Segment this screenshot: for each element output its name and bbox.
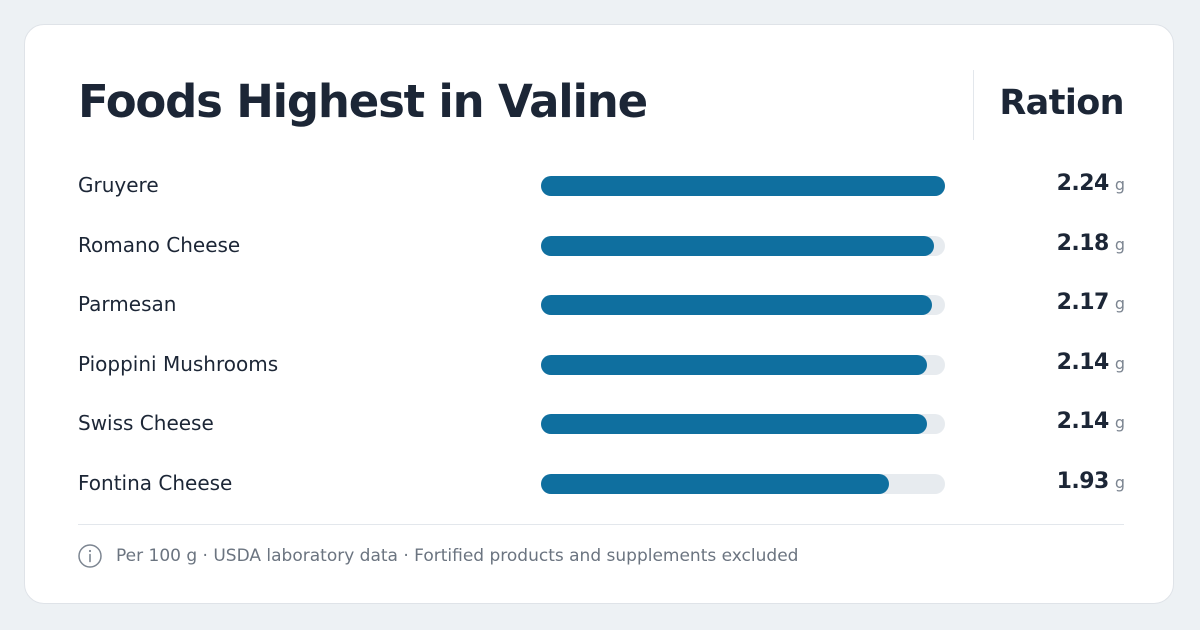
bar-category-label: Swiss Cheese — [78, 411, 214, 436]
bar-value-unit: g — [1114, 473, 1125, 492]
bar-value-number: 2.14 — [1056, 349, 1110, 375]
bar-track — [541, 474, 945, 494]
bar-row: Fontina Cheese 1.93 g — [25, 464, 1173, 504]
bar — [541, 354, 927, 375]
bar-value-number: 2.18 — [1056, 230, 1110, 256]
bar — [541, 474, 889, 494]
info-icon — [78, 544, 102, 568]
bar-row: Gruyere 2.24 g — [25, 166, 1173, 206]
bar-value-unit: g — [1114, 353, 1125, 373]
bar-value: 2.18 g — [1057, 231, 1125, 256]
bar-category-label: Romano Cheese — [78, 232, 241, 257]
bar — [541, 235, 934, 256]
bar-track — [541, 354, 945, 375]
bar-value: 2.24 g — [1057, 171, 1125, 196]
bar-row: Pioppini Mushrooms 2.14 g — [25, 345, 1173, 385]
bar-value-unit: g — [1114, 175, 1125, 194]
chart-card: Foods Highest in Valine Ration Gruyere 2.… — [24, 24, 1174, 604]
bar-row: Parmesan 2.17 g — [25, 285, 1173, 325]
bar-value: 1.93 g — [1057, 469, 1125, 494]
bar-value-unit: g — [1114, 294, 1125, 314]
bar-track — [541, 414, 945, 435]
footer-divider — [78, 524, 1124, 525]
bar-value-number: 2.24 — [1056, 171, 1110, 196]
header-divider — [973, 70, 974, 140]
bar-value: 2.14 g — [1057, 350, 1125, 375]
bar-value-number: 2.14 — [1056, 409, 1110, 435]
bar — [541, 176, 945, 196]
bar-value-number: 2.17 — [1056, 290, 1110, 316]
bar-row: Romano Cheese 2.18 g — [25, 226, 1173, 266]
bar-track — [541, 176, 945, 196]
bar-category-label: Pioppini Mushrooms — [78, 351, 279, 376]
bar-track — [541, 235, 945, 256]
bar-category-label: Fontina Cheese — [78, 471, 233, 495]
bar-category-label: Gruyere — [78, 173, 159, 197]
bar-value: 2.17 g — [1057, 290, 1125, 315]
bar-value-unit: g — [1114, 234, 1125, 254]
bar-track — [541, 295, 945, 316]
value-column-header: Ration — [999, 83, 1124, 123]
chart-title: Foods Highest in Valine — [78, 75, 648, 128]
bar-value-number: 1.93 — [1056, 469, 1110, 494]
bar-category-label: Parmesan — [78, 292, 177, 317]
bar — [541, 414, 927, 435]
bar-row: Swiss Cheese 2.14 g — [25, 404, 1173, 444]
bar — [541, 295, 932, 316]
bar-value: 2.14 g — [1057, 409, 1125, 434]
bar-value-unit: g — [1114, 413, 1125, 433]
footnote: Per 100 g · USDA laboratory data · Forti… — [116, 546, 799, 566]
